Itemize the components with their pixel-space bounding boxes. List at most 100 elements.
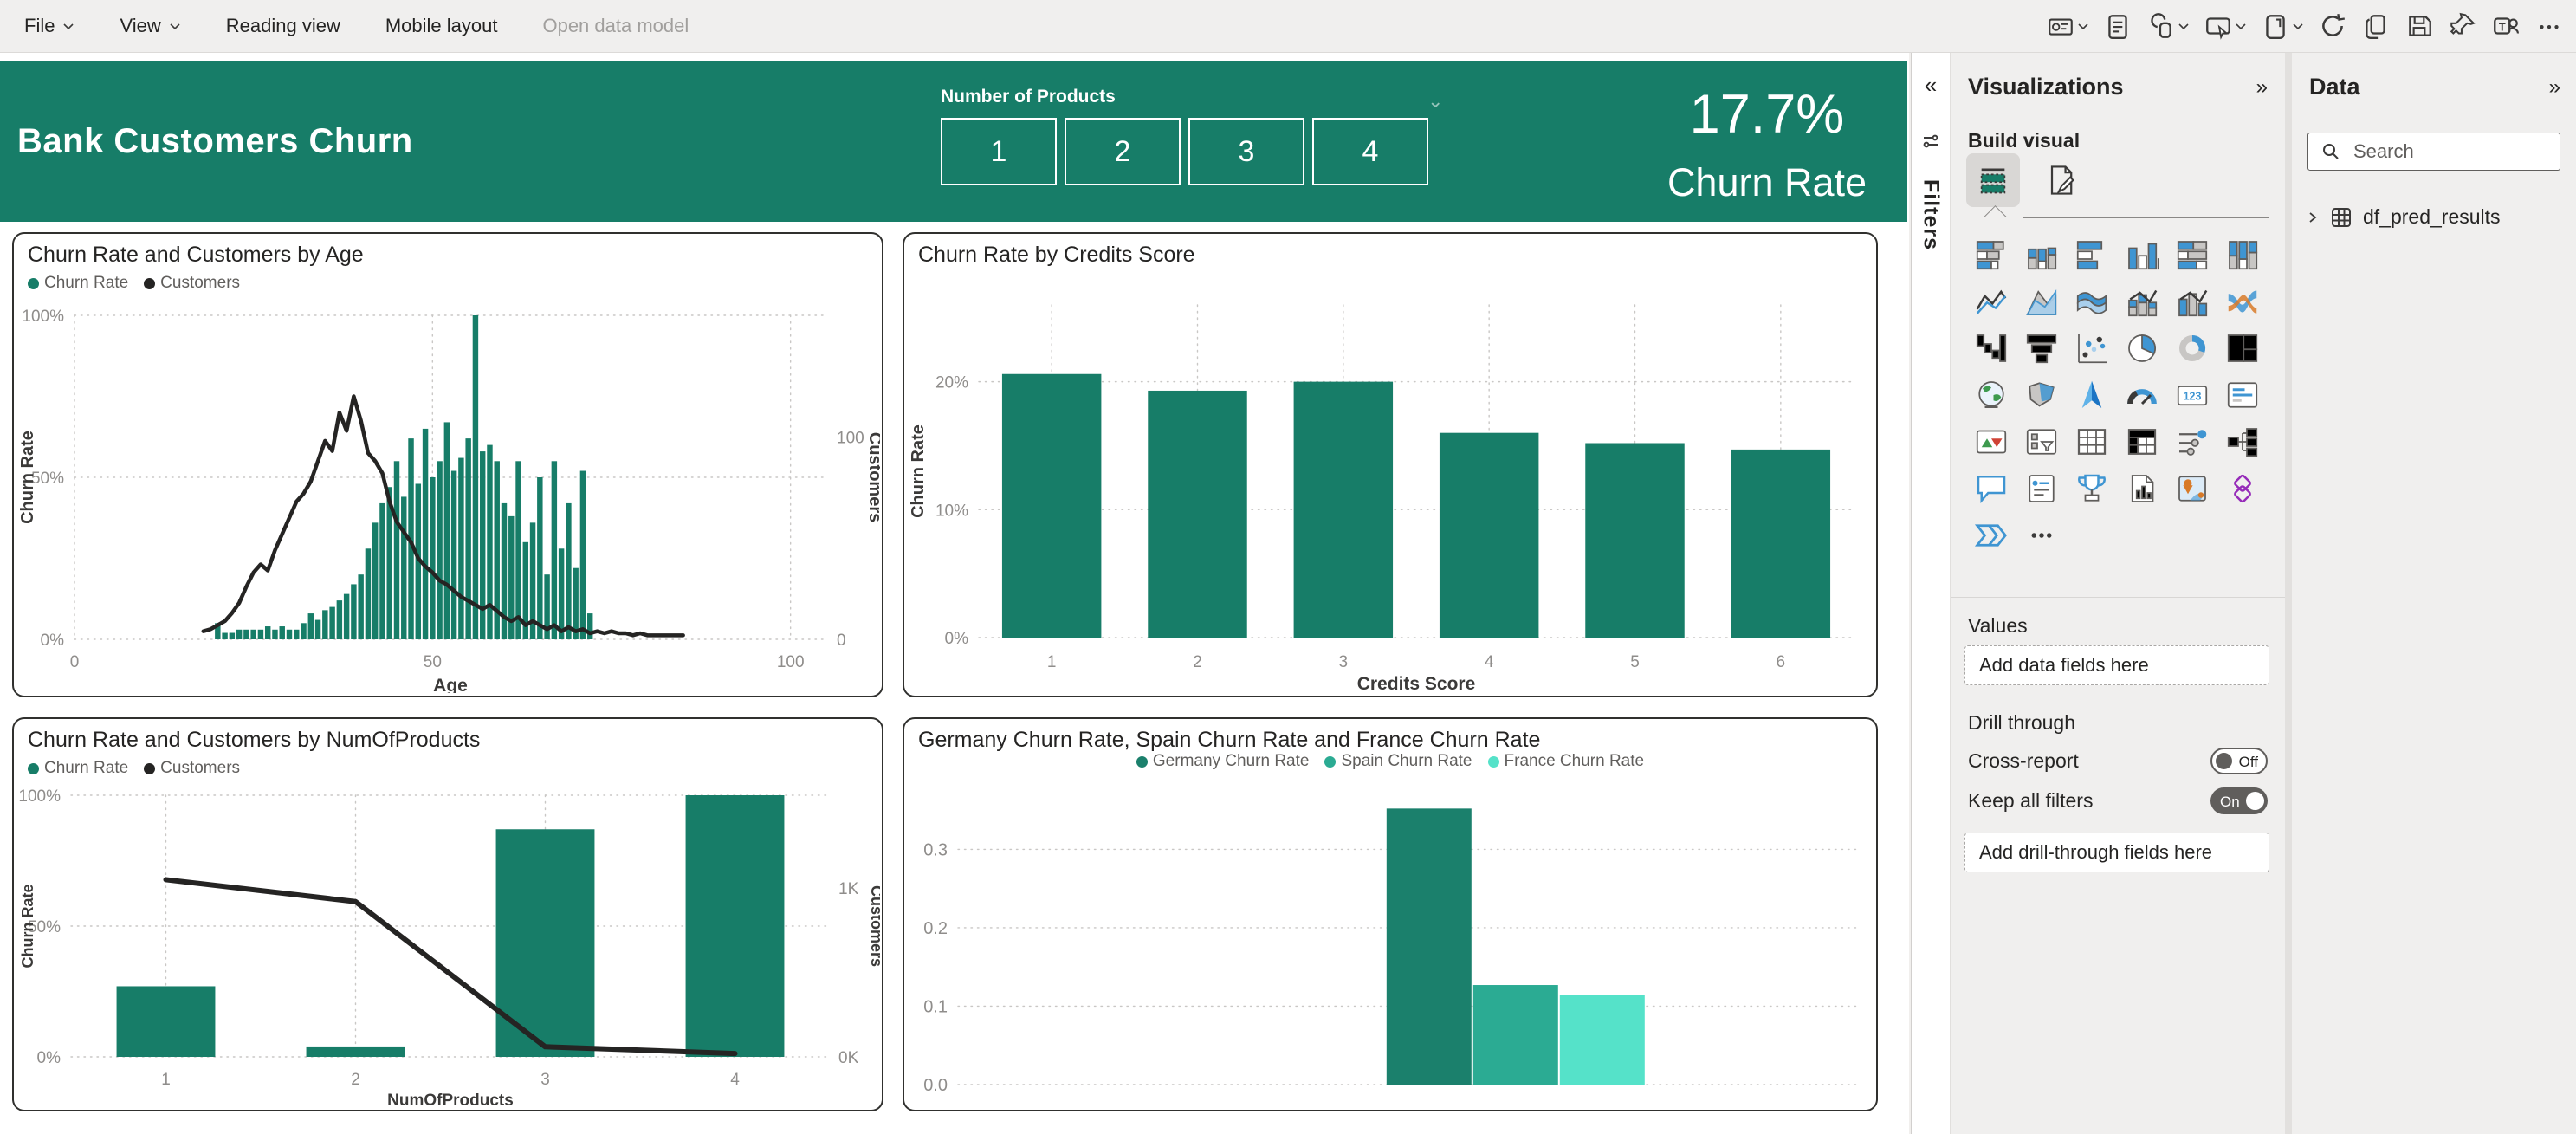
visual-multi-row-card-icon[interactable] — [2217, 372, 2268, 418]
svg-text:100: 100 — [777, 653, 805, 671]
visual-100-stacked-bar-chart-icon[interactable] — [2167, 231, 2217, 278]
visual-area-chart-icon[interactable] — [2016, 278, 2067, 325]
visual-clustered-bar-chart-icon[interactable] — [2067, 231, 2117, 278]
table-name: df_pred_results — [2363, 205, 2501, 228]
legend-item[interactable]: Customers — [144, 274, 240, 293]
visual-matrix-icon[interactable] — [2117, 418, 2167, 465]
visual-funnel-chart-icon[interactable] — [2016, 325, 2067, 372]
filters-pane-label[interactable]: Filters — [1919, 179, 1944, 251]
visual-stacked-column-chart-icon[interactable] — [2016, 231, 2067, 278]
visual-line-chart-icon[interactable] — [1966, 278, 2016, 325]
values-field-well[interactable]: Add data fields here — [1964, 645, 2269, 685]
legend-label: France Churn Rate — [1504, 752, 1645, 770]
expand-filters-icon[interactable]: « — [1924, 72, 1938, 98]
chart-card-churn-by-numofproducts[interactable]: Churn Rate and Customers by NumOfProduct… — [12, 717, 883, 1111]
search-input[interactable] — [2352, 139, 2528, 164]
legend-item[interactable]: Customers — [144, 759, 240, 778]
keep-all-filters-toggle[interactable]: On — [2210, 787, 2268, 814]
menu-item-file[interactable]: File — [24, 15, 74, 37]
svg-text:123: 123 — [2184, 391, 2202, 403]
legend-label: Customers — [160, 759, 241, 777]
drill-through-field-well[interactable]: Add drill-through fields here — [1964, 833, 2269, 872]
visual-pie-chart-icon[interactable] — [2117, 325, 2167, 372]
data-pane: Data » df_pred_results — [2292, 53, 2576, 1134]
cross-report-row: Cross-report Off — [1968, 748, 2268, 774]
menu-item-view[interactable]: View — [120, 15, 180, 37]
visual-metrics-icon[interactable] — [2067, 465, 2117, 512]
notes-icon[interactable] — [2100, 8, 2136, 44]
visual-paginated-report-icon[interactable] — [2117, 465, 2167, 512]
refresh-icon[interactable] — [2314, 8, 2351, 44]
chart-card-churn-by-credit-score[interactable]: Churn Rate by Credits Score 1 2 3 4 5 6 0% 10% 2… — [903, 232, 1878, 697]
visual-azure-map-icon[interactable] — [2067, 372, 2117, 418]
slicer-option-3[interactable]: 3 — [1188, 118, 1304, 185]
visual-waterfall-chart-icon[interactable] — [1966, 325, 2016, 372]
svg-text:0%: 0% — [945, 630, 969, 648]
visual-ribbon-chart-icon[interactable] — [2217, 278, 2268, 325]
new-window-icon[interactable] — [2257, 8, 2307, 44]
table-row-df-pred-results[interactable]: df_pred_results — [2306, 205, 2501, 229]
slicer-option-4[interactable]: 4 — [1312, 118, 1428, 185]
svg-text:20%: 20% — [935, 374, 968, 392]
visual-100-stacked-column-chart-icon[interactable] — [2217, 231, 2268, 278]
save-icon[interactable] — [2401, 8, 2437, 44]
visual-treemap-icon[interactable] — [2217, 325, 2268, 372]
svg-text:0.3: 0.3 — [923, 840, 948, 859]
svg-text:T: T — [2499, 20, 2506, 33]
legend-item[interactable]: France Churn Rate — [1487, 752, 1645, 771]
visual-more-visuals-icon[interactable] — [2016, 512, 2067, 559]
visual-power-automate-icon[interactable] — [1966, 512, 2016, 559]
legend-item[interactable]: Churn Rate — [28, 274, 128, 293]
copy-icon[interactable] — [2358, 8, 2394, 44]
copy-link-icon[interactable] — [2143, 8, 2193, 44]
visual-clustered-column-chart-icon[interactable] — [2117, 231, 2167, 278]
visual-map-icon[interactable] — [1966, 372, 2016, 418]
visual-gauge-icon[interactable] — [2117, 372, 2167, 418]
legend-item[interactable]: Churn Rate — [28, 759, 128, 778]
visual-donut-chart-icon[interactable] — [2167, 325, 2217, 372]
visual-interactions-icon[interactable] — [2042, 8, 2093, 44]
cross-report-toggle[interactable]: Off — [2210, 748, 2268, 774]
visual-card-icon[interactable]: 123 — [2167, 372, 2217, 418]
slicer-dropdown-icon[interactable]: ⌄ — [1427, 90, 1444, 112]
visual-arcgis-map-icon[interactable] — [2167, 465, 2217, 512]
legend-dot — [144, 762, 156, 774]
chart-title: Churn Rate and Customers by NumOfProduct… — [28, 728, 481, 752]
visual-power-apps-icon[interactable] — [2217, 465, 2268, 512]
slicer-option-2[interactable]: 2 — [1065, 118, 1181, 185]
visual-scatter-chart-icon[interactable] — [2067, 325, 2117, 372]
collapse-visualizations-icon[interactable]: » — [2256, 75, 2268, 99]
visual-decomposition-tree-icon[interactable] — [2217, 418, 2268, 465]
legend-item[interactable]: Spain Churn Rate — [1324, 752, 1472, 771]
visual-stacked-area-chart-icon[interactable] — [2067, 278, 2117, 325]
build-visual-label: Build visual — [1968, 129, 2081, 152]
visual-q-and-a-icon[interactable] — [1966, 465, 2016, 512]
visual-kpi-icon[interactable] — [1966, 418, 2016, 465]
menu-item-reading-view[interactable]: Reading view — [226, 15, 340, 37]
visual-stacked-bar-chart-icon[interactable] — [1966, 231, 2016, 278]
chart-card-churn-by-age[interactable]: Churn Rate and Customers by Age Churn Ra… — [12, 232, 883, 697]
more-options-icon[interactable] — [2531, 8, 2567, 44]
tab-build-visual[interactable] — [1966, 153, 2020, 207]
visual-slicer-icon[interactable] — [2016, 418, 2067, 465]
visual-table-icon[interactable] — [2067, 418, 2117, 465]
visual-key-influencers-icon[interactable] — [2167, 418, 2217, 465]
collapse-data-icon[interactable]: » — [2548, 75, 2560, 99]
churn-rate-kpi-card[interactable]: 17.7% Churn Rate — [1650, 81, 1884, 210]
slicer-option-1[interactable]: 1 — [941, 118, 1057, 185]
teams-icon[interactable]: T — [2488, 8, 2524, 44]
visual-line-and-clustered-column-chart-icon[interactable] — [2167, 278, 2217, 325]
visual-line-and-stacked-column-chart-icon[interactable] — [2117, 278, 2167, 325]
svg-text:Churn Rate: Churn Rate — [19, 431, 37, 524]
share-icon[interactable] — [2200, 8, 2250, 44]
visual-filled-map-icon[interactable] — [2016, 372, 2067, 418]
report-header-banner: Bank Customers Churn Number of Products … — [0, 61, 1907, 222]
pin-icon[interactable] — [2444, 8, 2481, 44]
data-pane-title: Data — [2309, 74, 2360, 100]
legend-item[interactable]: Germany Churn Rate — [1136, 752, 1309, 771]
visual-smart-narrative-icon[interactable] — [2016, 465, 2067, 512]
tab-format-visual[interactable] — [2034, 153, 2087, 207]
menu-item-mobile-layout[interactable]: Mobile layout — [385, 15, 498, 37]
chart-card-churn-by-country[interactable]: Germany Churn Rate, Spain Churn Rate and… — [903, 717, 1878, 1111]
